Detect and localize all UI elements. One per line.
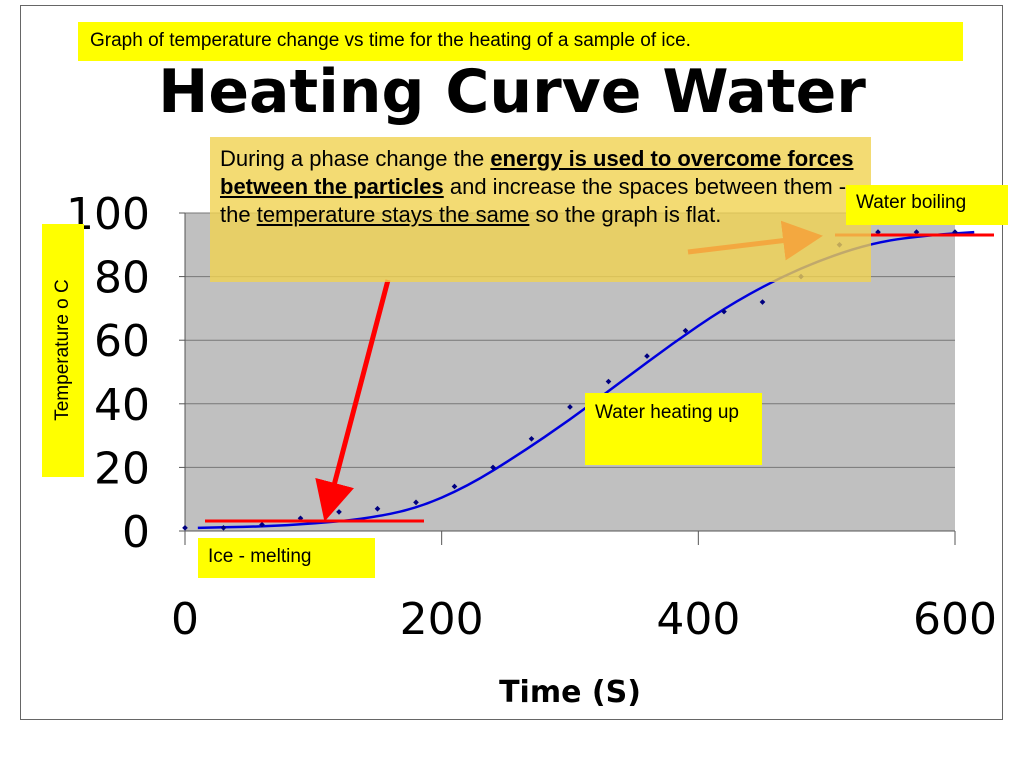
y-tick-label: 0 xyxy=(122,507,150,558)
y-axis-label: Temperature o C xyxy=(52,279,73,421)
ice-melting-label: Ice - melting xyxy=(198,538,375,578)
axes xyxy=(179,212,956,545)
explanation-emphasis1: energy is used to overcome forces betwee… xyxy=(220,146,854,199)
data-point xyxy=(875,229,881,235)
data-point xyxy=(913,229,920,235)
x-tick-label: 400 xyxy=(656,594,740,645)
caption-box: Graph of temperature change vs time for … xyxy=(78,22,963,61)
data-point xyxy=(374,505,381,512)
data-point xyxy=(451,483,458,490)
explanation-part2: and increase the spaces between them - t… xyxy=(220,174,847,227)
data-point xyxy=(182,524,188,531)
x-tick-label: 0 xyxy=(171,594,199,645)
y-tick-label: 60 xyxy=(94,316,150,367)
data-point xyxy=(605,378,612,385)
x-tick-label: 600 xyxy=(913,594,997,645)
water-heating-label: Water heating up xyxy=(585,393,762,465)
data-point xyxy=(528,435,535,442)
y-tick-label: 40 xyxy=(94,380,150,431)
data-point xyxy=(413,499,419,506)
data-point xyxy=(644,353,650,359)
data-point xyxy=(490,464,496,471)
data-point xyxy=(721,308,727,315)
data-point xyxy=(682,327,689,334)
data-point xyxy=(952,229,958,235)
x-tick-label: 200 xyxy=(400,594,484,645)
ice-melting-text: Ice - melting xyxy=(208,546,312,567)
y-tick-label: 20 xyxy=(94,443,150,494)
data-point xyxy=(259,521,265,528)
water-boiling-text: Water boiling xyxy=(856,192,967,213)
data-point xyxy=(567,404,573,410)
y-axis-label-box: Temperature o C xyxy=(42,224,84,477)
y-tick-label: 80 xyxy=(94,253,150,304)
data-point xyxy=(220,524,227,531)
explanation-part3: so the graph is flat. xyxy=(529,202,722,227)
plateau-arrow-melting xyxy=(315,279,391,522)
explanation-part1: During a phase change the xyxy=(220,146,491,171)
explanation-emphasis2: temperature stays the same xyxy=(256,202,530,227)
chart-title: Heating Curve Water xyxy=(158,57,866,127)
phase-change-explanation: During a phase change the energy is used… xyxy=(210,137,871,282)
x-axis-label: Time (S) xyxy=(499,675,641,710)
caption-text: Graph of temperature change vs time for … xyxy=(90,30,691,51)
data-point xyxy=(759,299,766,305)
water-heating-text: Water heating up xyxy=(595,402,739,423)
water-boiling-label: Water boiling xyxy=(846,185,1008,225)
